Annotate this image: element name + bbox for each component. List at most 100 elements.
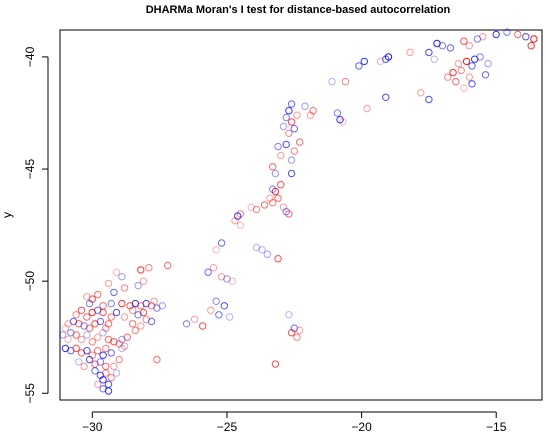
data-point: [153, 304, 161, 312]
data-point: [150, 297, 158, 305]
data-point: [77, 335, 86, 344]
data-point: [274, 194, 282, 202]
data-point: [123, 333, 132, 341]
data-point: [293, 111, 301, 119]
data-point: [164, 261, 172, 270]
x-tick-label: −25: [217, 420, 238, 433]
data-point: [94, 347, 102, 355]
data-point: [484, 59, 492, 68]
data-point: [277, 181, 285, 189]
data-point: [120, 284, 129, 292]
data-point: [468, 62, 476, 70]
data-point: [492, 30, 500, 39]
data-point: [376, 57, 385, 66]
data-point: [85, 355, 94, 364]
data-point: [279, 122, 288, 131]
data-point: [85, 324, 94, 332]
data-point: [454, 59, 463, 68]
data-point: [476, 53, 484, 61]
data-point: [363, 104, 371, 113]
data-point: [236, 221, 245, 229]
data-point: [271, 169, 280, 178]
data-point: [134, 281, 142, 290]
data-point: [204, 268, 212, 276]
data-point: [96, 358, 105, 366]
data-point: [481, 71, 490, 79]
data-point: [118, 273, 126, 281]
data-point: [301, 102, 309, 110]
data-point: [104, 335, 113, 344]
data-point: [309, 107, 317, 115]
data-point: [104, 387, 113, 395]
data-point: [277, 151, 285, 160]
data-point: [333, 109, 342, 117]
data-point: [88, 308, 97, 317]
x-tick-label: −20: [351, 420, 372, 433]
data-point: [215, 311, 223, 319]
data-point: [296, 138, 304, 146]
x-axis: −30 −25 −20 −15: [82, 411, 507, 433]
data-point: [129, 306, 137, 314]
data-point: [228, 277, 237, 285]
data-point: [287, 118, 296, 126]
data-point: [260, 201, 269, 209]
data-point: [247, 203, 255, 211]
data-point: [425, 95, 433, 104]
data-point: [231, 216, 239, 225]
data-point: [72, 331, 80, 339]
data-point: [382, 55, 390, 63]
data-point: [104, 279, 113, 288]
data-point: [225, 313, 234, 321]
data-point: [290, 125, 298, 133]
data-point: [460, 37, 468, 45]
data-point: [131, 326, 140, 335]
plot-frame: [59, 29, 543, 401]
data-point: [59, 331, 67, 339]
data-point: [83, 293, 91, 301]
data-point: [61, 324, 70, 332]
data-point: [473, 35, 482, 43]
data-point: [266, 194, 274, 202]
data-point: [118, 299, 126, 308]
data-point: [382, 93, 390, 102]
data-point: [339, 118, 347, 126]
data-point: [77, 306, 86, 314]
data-point: [457, 66, 465, 75]
data-point: [212, 246, 220, 254]
data-point: [217, 273, 226, 281]
data-point: [468, 80, 476, 88]
data-point: [287, 169, 296, 178]
data-point: [269, 199, 277, 207]
data-point: [112, 369, 121, 377]
data-point: [220, 302, 229, 310]
data-point: [425, 48, 433, 57]
data-point: [252, 205, 261, 214]
data-point: [107, 313, 115, 321]
data-point: [107, 373, 115, 382]
data-point: [199, 322, 207, 330]
data-point: [88, 338, 97, 346]
data-point: [285, 210, 293, 218]
data-point: [285, 311, 293, 319]
data-point: [110, 288, 118, 297]
data-point: [139, 277, 148, 285]
data-point: [83, 313, 91, 321]
data-point: [102, 369, 110, 377]
data-point: [293, 333, 301, 341]
y-tick-label: −40: [23, 46, 37, 67]
data-point: [107, 349, 115, 357]
data-point: [271, 360, 280, 368]
data-point: [94, 380, 102, 388]
data-point: [99, 376, 107, 384]
chart-title: DHARMa Moran's I test for distance-based…: [146, 4, 451, 16]
data-point: [406, 48, 414, 57]
data-point: [290, 147, 298, 155]
data-point: [112, 308, 121, 317]
data-point: [263, 250, 271, 258]
data-point: [102, 344, 110, 353]
data-point: [99, 329, 107, 337]
data-point: [285, 107, 293, 115]
data-point: [145, 264, 153, 272]
